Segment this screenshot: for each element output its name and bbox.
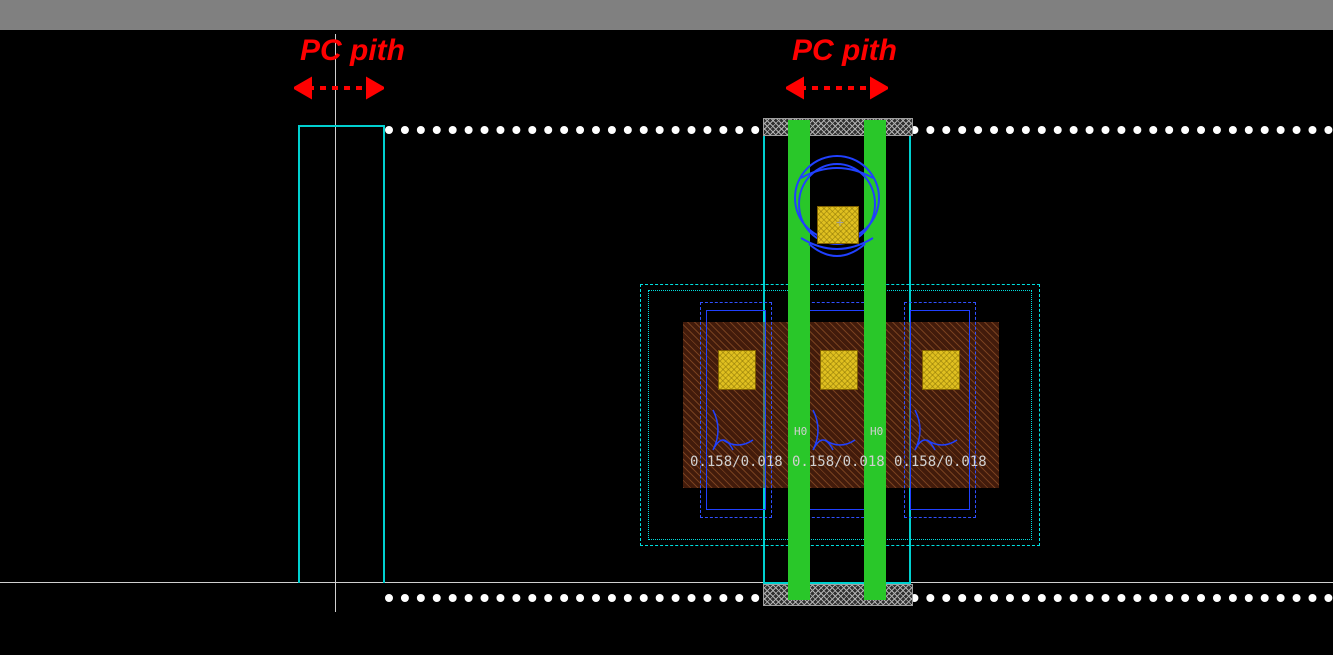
track-label-left: H0 [794,425,807,438]
title-bar [0,0,1333,30]
dim-label-2: 0.158/0.018 [792,454,885,470]
dim-label-1: 0.158/0.018 [690,454,783,470]
axis-horizontal [0,582,1333,583]
origin-marker: + [833,214,847,230]
anno-label-left: PC pith [300,34,405,68]
anno-label-right: PC pith [792,34,897,68]
cell-outline-left [298,125,385,583]
hatch-bottom [763,584,913,606]
transistor-2-contact [820,350,858,390]
transistor-3-contact [922,350,960,390]
transistor-1-contact [718,350,756,390]
anno-arrow-left [294,76,384,100]
track-label-right: H0 [870,425,883,438]
layout-canvas: + H0 H0 0.158/0.018 0.158/0.018 0.158/0.… [0,30,1333,655]
hatch-top [763,118,913,136]
dim-label-3: 0.158/0.018 [894,454,987,470]
anno-arrow-right [786,76,888,100]
blue-net-decor [683,390,1003,490]
